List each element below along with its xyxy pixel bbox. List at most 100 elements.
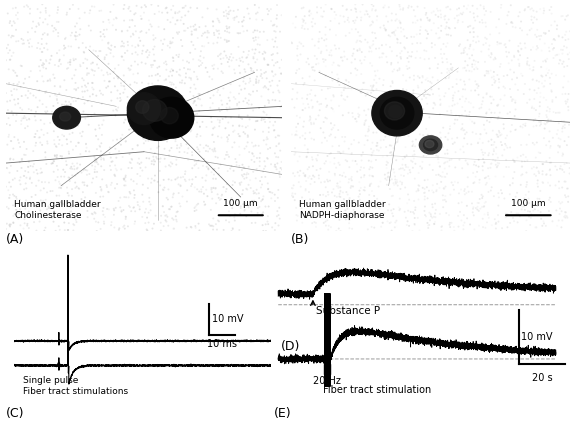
Point: [391, 119, 400, 126]
Point: [237, 54, 247, 61]
Point: [402, 152, 411, 159]
Point: [13, 136, 22, 143]
Point: [559, 58, 568, 65]
Point: [548, 98, 557, 105]
Point: [20, 172, 29, 179]
Point: [270, 150, 279, 157]
Point: [16, 174, 25, 181]
Point: [361, 117, 370, 124]
Point: [180, 171, 190, 178]
Point: [180, 65, 189, 71]
Point: [227, 163, 236, 169]
Ellipse shape: [389, 105, 402, 118]
Point: [347, 86, 357, 93]
Point: [301, 130, 310, 137]
Point: [319, 129, 328, 136]
Point: [359, 56, 369, 63]
Point: [229, 94, 238, 101]
Point: [242, 169, 252, 176]
Point: [243, 134, 252, 140]
Point: [121, 116, 130, 123]
Point: [519, 91, 528, 98]
Point: [100, 166, 109, 173]
Point: [425, 187, 434, 194]
Point: [218, 70, 228, 77]
Point: [91, 126, 100, 133]
Point: [415, 27, 425, 33]
Point: [315, 68, 324, 75]
Point: [178, 92, 187, 99]
Point: [263, 186, 272, 193]
Point: [198, 175, 207, 181]
Point: [133, 142, 142, 149]
Point: [209, 139, 218, 146]
Point: [116, 95, 125, 101]
Point: [9, 219, 18, 226]
Point: [372, 45, 381, 52]
Point: [316, 192, 325, 199]
Point: [93, 202, 102, 209]
Point: [427, 132, 436, 139]
Point: [3, 165, 12, 172]
Point: [544, 27, 554, 34]
Point: [227, 57, 236, 64]
Point: [41, 9, 51, 16]
Point: [172, 156, 181, 163]
Point: [234, 43, 243, 50]
Point: [187, 149, 196, 155]
Point: [470, 119, 479, 126]
Point: [148, 225, 157, 232]
Point: [301, 173, 310, 180]
Point: [498, 225, 507, 232]
Point: [484, 46, 493, 53]
Point: [437, 22, 446, 29]
Point: [208, 62, 217, 69]
Point: [383, 159, 392, 166]
Point: [452, 6, 461, 13]
Point: [432, 188, 441, 195]
Point: [387, 48, 396, 55]
Point: [460, 64, 469, 71]
Point: [517, 172, 526, 179]
Point: [478, 195, 487, 202]
Point: [64, 43, 73, 50]
Point: [350, 137, 359, 143]
Point: [561, 214, 570, 221]
Point: [558, 152, 567, 159]
Point: [441, 75, 450, 82]
Ellipse shape: [161, 107, 179, 124]
Point: [364, 123, 373, 130]
Point: [456, 186, 465, 193]
Point: [146, 207, 155, 214]
Point: [209, 215, 218, 222]
Point: [6, 137, 16, 144]
Point: [308, 163, 317, 169]
Point: [1, 57, 10, 64]
Point: [25, 74, 34, 80]
Point: [343, 158, 352, 165]
Point: [500, 92, 509, 99]
Text: (B): (B): [291, 233, 309, 246]
Point: [191, 27, 200, 34]
Point: [54, 201, 63, 208]
Point: [489, 146, 498, 153]
Point: [324, 222, 334, 229]
Point: [293, 169, 302, 176]
Point: [468, 61, 477, 68]
Point: [97, 163, 106, 170]
Point: [273, 82, 282, 89]
Point: [119, 56, 128, 63]
Point: [469, 204, 478, 211]
Point: [173, 110, 183, 117]
Point: [72, 165, 81, 172]
Point: [408, 138, 417, 145]
Point: [314, 172, 324, 179]
Point: [304, 149, 313, 156]
Point: [359, 187, 368, 193]
Point: [119, 89, 128, 96]
Point: [545, 155, 554, 161]
Point: [276, 70, 286, 77]
Point: [12, 27, 21, 33]
Point: [560, 192, 570, 199]
Point: [484, 152, 493, 159]
